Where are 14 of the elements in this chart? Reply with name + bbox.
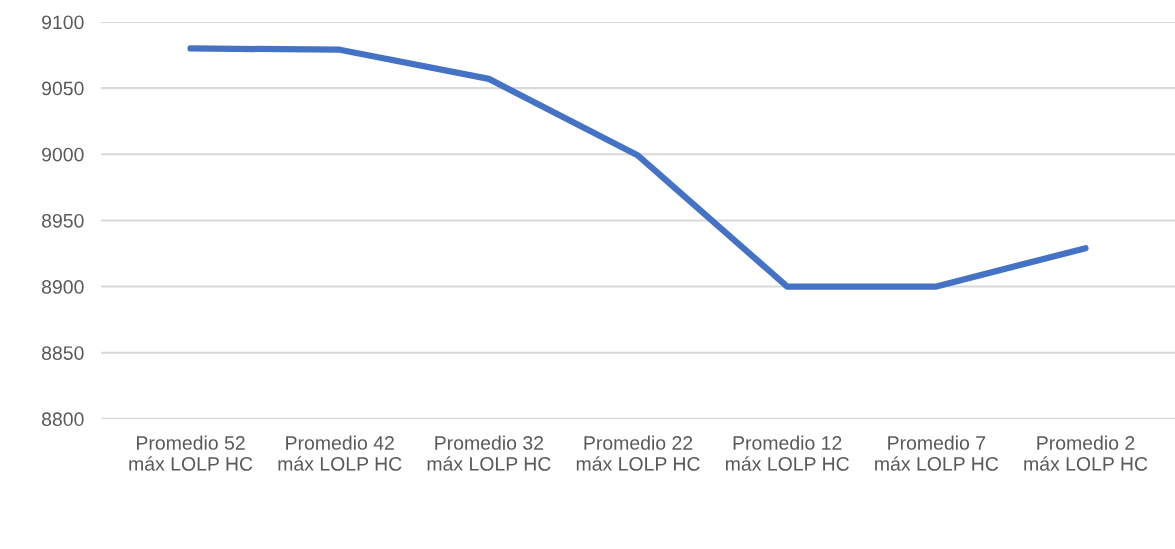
x-tick-label: Promedio 22 máx LOLP HC — [576, 435, 700, 471]
y-tick-label: 8850 — [41, 346, 84, 360]
x-tick-label: Promedio 7 máx LOLP HC — [875, 435, 999, 471]
y-tick-label: 9000 — [42, 147, 84, 162]
y-tick-label: 8900 — [41, 280, 84, 294]
x-tick-label: Promedio 2 máx LOLP HC — [1024, 435, 1148, 471]
x-tick-label: Promedio 42 máx LOLP HC — [278, 435, 402, 471]
x-tick-label: Promedio 12 máx LOLP HC — [725, 435, 849, 471]
x-tick-label: Promedio 52 máx LOLP HC — [129, 435, 253, 471]
y-tick-label: 8950 — [41, 213, 84, 228]
x-tick-label: Promedio 32 máx LOLP HC — [427, 435, 551, 471]
y-tick-label: 9100 — [42, 15, 84, 30]
y-tick-label: 8800 — [41, 412, 84, 427]
y-tick-label: 9050 — [42, 81, 84, 96]
